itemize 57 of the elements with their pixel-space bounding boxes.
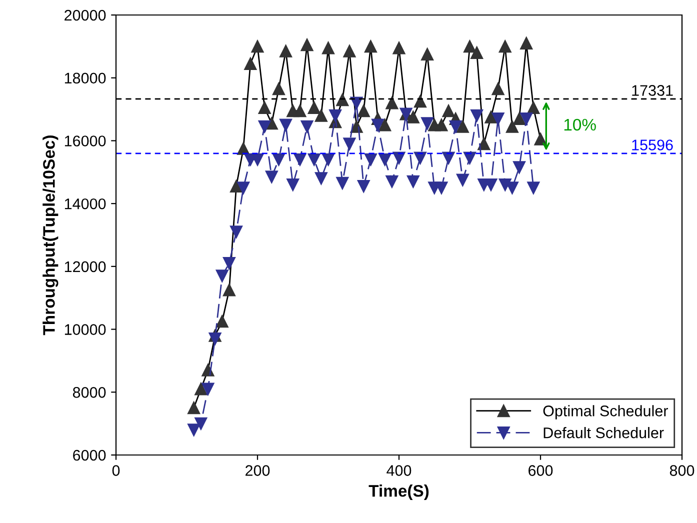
point (456, 174, 469, 186)
point (230, 226, 243, 238)
annotation: 10% (564, 118, 596, 131)
point (364, 153, 377, 166)
point (314, 172, 328, 185)
legend-label: Default Scheduler (544, 427, 664, 438)
point (258, 120, 271, 133)
point (222, 257, 236, 270)
point (527, 182, 540, 194)
y-tick-label: 18000 (64, 72, 106, 84)
y-tick-label: 6000 (73, 450, 106, 461)
point (492, 112, 504, 125)
ref-line-label: 15596 (632, 140, 673, 150)
point (513, 161, 526, 174)
point (188, 424, 200, 436)
point (343, 138, 356, 150)
x-tick-label: 0 (112, 465, 120, 476)
point (280, 118, 292, 132)
y-tick-label: 12000 (64, 261, 106, 272)
point (386, 175, 398, 188)
point (308, 153, 320, 166)
point (357, 180, 370, 193)
x-tick-label: 800 (670, 465, 694, 476)
x-tick-label: 200 (246, 465, 270, 476)
point (286, 178, 300, 191)
point (406, 175, 420, 188)
point (208, 332, 222, 345)
point (520, 112, 533, 125)
point (470, 109, 484, 122)
point (372, 118, 384, 132)
point (202, 382, 214, 396)
point (251, 153, 264, 166)
y-tick-label: 10000 (64, 324, 106, 335)
point (194, 417, 208, 430)
legend-label: Optimal Scheduler (543, 405, 668, 420)
x-axis-title: Time(S) (368, 484, 429, 500)
point (336, 176, 349, 190)
point (329, 109, 342, 122)
y-tick-label: 8000 (72, 387, 106, 398)
point (300, 120, 314, 133)
point (421, 117, 434, 130)
point (237, 182, 250, 194)
point (322, 153, 334, 166)
y-tick-label: 20000 (64, 10, 106, 21)
point (435, 182, 448, 194)
point (449, 120, 462, 133)
point (265, 170, 278, 184)
x-tick-label: 400 (386, 465, 412, 476)
x-tick-label: 600 (528, 465, 553, 476)
y-tick-label: 16000 (64, 136, 106, 146)
point (272, 153, 285, 166)
ref-line-label: 17331 (632, 85, 673, 96)
y-tick-label: 14000 (64, 198, 106, 210)
point (294, 153, 306, 166)
point (216, 270, 228, 282)
point (378, 153, 392, 166)
y-axis-title: Throughput(Tuple/10Sec) (42, 136, 58, 336)
